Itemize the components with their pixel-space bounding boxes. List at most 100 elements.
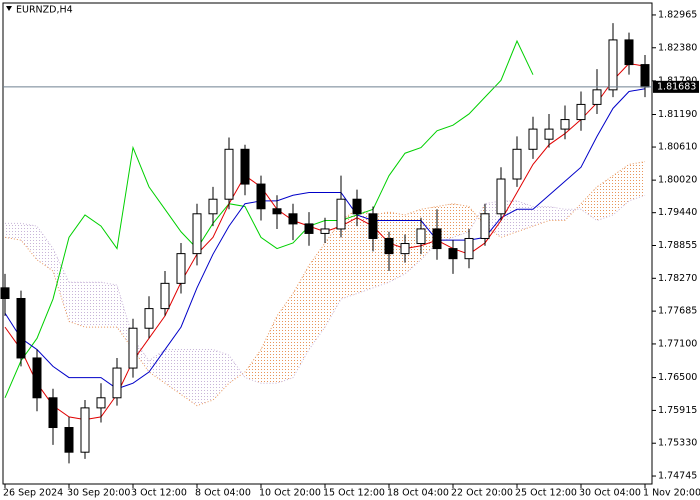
x-tick-label: 30 Sep 20:00 (67, 488, 130, 499)
y-tick-label: 1.77100 (658, 338, 697, 349)
candle-body (496, 178, 506, 215)
candle-body (272, 208, 282, 215)
candle-body (176, 253, 186, 284)
candle-body (304, 223, 314, 234)
symbol-icon (6, 6, 12, 11)
y-tick-label: 1.75330 (658, 438, 697, 449)
cloud-segment (165, 349, 181, 395)
candle-body (208, 198, 218, 215)
cloud-segment (261, 315, 277, 384)
senkou-span-b (5, 194, 646, 384)
cloud-segment (581, 186, 597, 221)
y-tick-label: 1.81790 (658, 75, 697, 86)
candle-body (608, 39, 618, 91)
x-tick-label: 30 Oct 04:00 (579, 488, 641, 499)
candle-body (544, 128, 554, 140)
candle-body (352, 198, 362, 215)
y-tick-label: 1.80020 (658, 175, 697, 186)
y-tick-label: 1.76500 (658, 372, 697, 383)
cloud-segment (21, 223, 37, 260)
cloud-segment (405, 209, 421, 274)
cloud-segment (85, 282, 101, 328)
candle-body (384, 237, 394, 255)
cloud-segment (245, 349, 261, 384)
candle-body (448, 248, 458, 260)
y-tick-label: 1.82380 (658, 42, 697, 53)
candle-body (368, 213, 378, 239)
candle-body (192, 213, 202, 255)
candle-body (128, 327, 138, 369)
candle-body (480, 213, 490, 239)
candle-body (144, 308, 154, 329)
y-tick-label: 1.78270 (658, 273, 697, 284)
cloud-segment (533, 206, 549, 227)
candle-body (160, 282, 170, 310)
cloud-segment (181, 349, 197, 406)
y-tick-label: 1.77685 (658, 306, 697, 317)
x-tick-label: 22 Oct 20:00 (451, 488, 513, 499)
candle-body (560, 119, 570, 130)
y-tick-label: 1.79440 (658, 207, 697, 218)
price-label: 1.81683 (657, 81, 696, 92)
cloud-segment (213, 349, 229, 401)
x-tick-label: 18 Oct 04:00 (387, 488, 449, 499)
candle-body (240, 148, 250, 185)
chart-title: EURNZD,H4 (16, 5, 73, 16)
candle-body (432, 228, 442, 250)
x-tick-label: 26 Sep 2024 (3, 488, 63, 499)
candle-body (592, 89, 602, 105)
cloud-segment (629, 161, 645, 201)
candle-body (16, 297, 26, 359)
cloud-segment (277, 293, 293, 384)
cloud-segment (53, 248, 69, 322)
cloud-segment (549, 206, 565, 221)
cloud-segment (469, 203, 485, 232)
cloud-segment (389, 212, 405, 283)
candle-body (416, 228, 426, 245)
candle-body (112, 367, 122, 399)
cloud-segment (309, 242, 325, 350)
senkou-span-a (4, 161, 646, 407)
cloud-segment (229, 355, 245, 384)
y-tick-label: 1.78855 (658, 240, 697, 251)
x-tick-label: 3 Oct 12:00 (131, 488, 187, 499)
candle-body (224, 148, 234, 200)
candle-body (624, 39, 634, 66)
cloud-segment (149, 349, 165, 384)
candle-body (464, 237, 474, 260)
y-tick-label: 1.80610 (658, 142, 697, 153)
cloud-segment (613, 164, 629, 215)
candle-body (288, 213, 298, 225)
y-tick-label: 1.75915 (658, 405, 697, 416)
cloud-segment (293, 265, 309, 378)
candle-body (576, 103, 586, 121)
y-tick-label: 1.82965 (658, 9, 697, 20)
cloud-segment (101, 282, 117, 328)
y-tick-label: 1.81190 (658, 109, 697, 120)
y-tick-label: 1.74745 (658, 471, 697, 482)
cloud-segment (597, 175, 613, 221)
cloud-segment (341, 209, 357, 300)
candle-body (400, 243, 410, 255)
cloud-segment (197, 349, 213, 406)
candle-body (48, 397, 58, 429)
x-tick-label: 15 Oct 12:00 (323, 488, 385, 499)
candle-body (0, 287, 10, 299)
candle-body (320, 228, 330, 234)
candle-body (96, 397, 106, 409)
candle-body (32, 357, 42, 399)
candle-body (64, 427, 74, 453)
cloud-segment (69, 282, 85, 328)
price-label-bg (653, 80, 699, 93)
candle-body (512, 148, 522, 180)
x-tick-label: 10 Oct 20:00 (259, 488, 321, 499)
cloud-segment (325, 220, 341, 328)
candle-body (80, 407, 90, 453)
cloud-segment (453, 203, 469, 238)
candle-body (528, 128, 538, 150)
candle-body (256, 183, 266, 210)
chikou-line (4, 39, 534, 398)
candle-body (336, 198, 346, 230)
x-tick-label: 8 Oct 04:00 (195, 488, 251, 499)
